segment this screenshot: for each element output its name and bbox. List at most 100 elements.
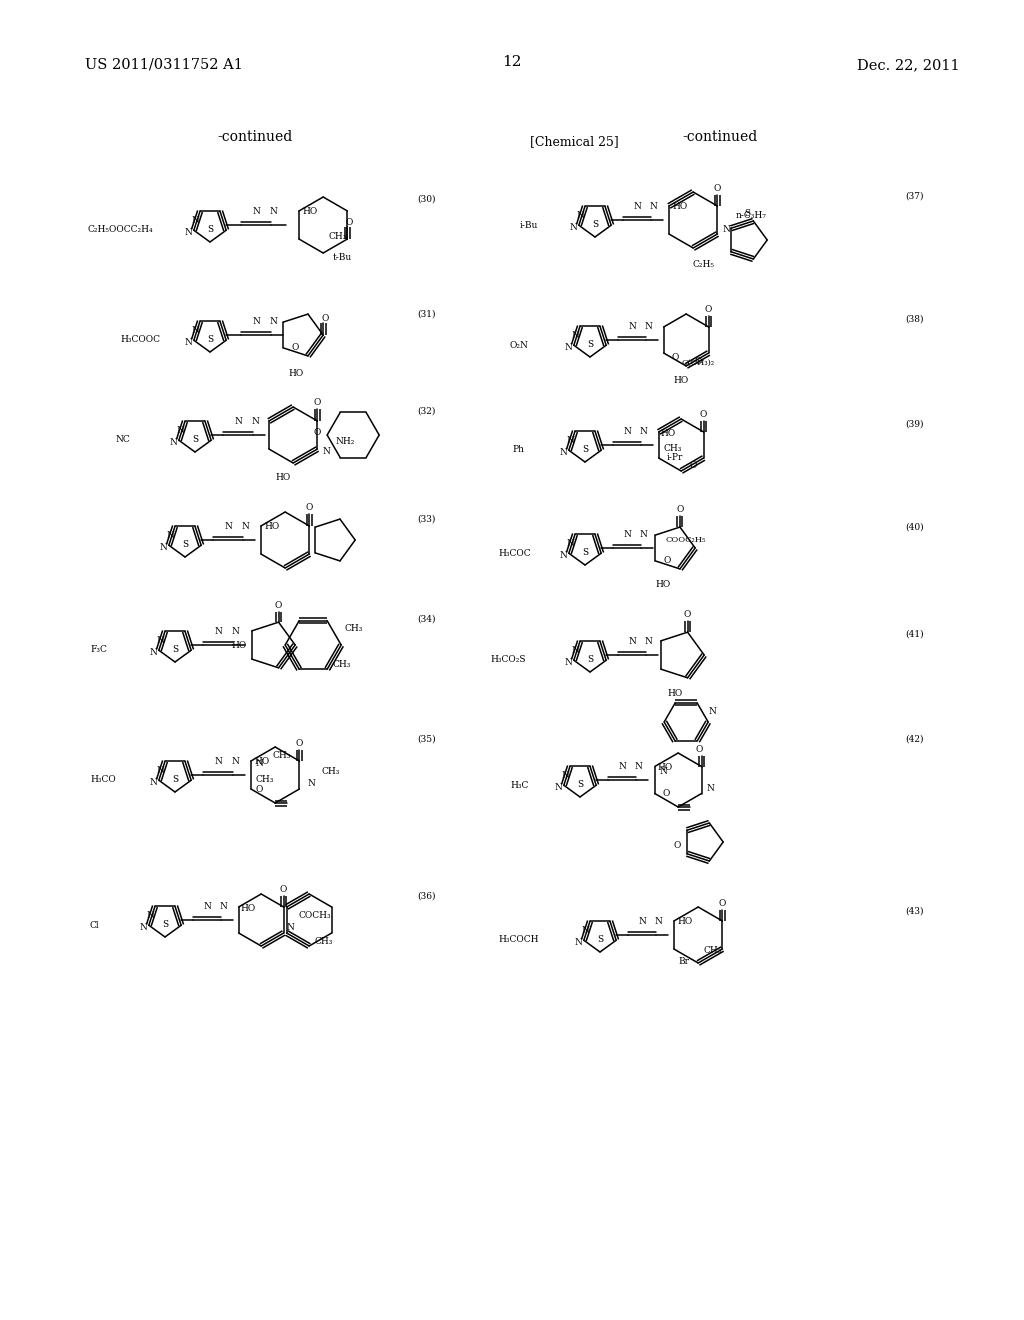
Text: N: N [709, 706, 716, 715]
Text: -continued: -continued [217, 129, 293, 144]
Text: Br: Br [679, 957, 690, 966]
Text: O: O [296, 739, 303, 748]
Text: O: O [292, 343, 299, 352]
Text: HO: HO [678, 917, 693, 927]
Text: COCH₃: COCH₃ [299, 911, 332, 920]
Text: N: N [618, 762, 626, 771]
Text: N: N [659, 767, 668, 776]
Text: N: N [560, 550, 568, 560]
Text: N: N [307, 780, 315, 788]
Text: -continued: -continued [682, 129, 758, 144]
Text: O: O [696, 744, 703, 754]
Text: (31): (31) [418, 310, 436, 319]
Text: (43): (43) [905, 907, 924, 916]
Text: F₃C: F₃C [90, 645, 106, 655]
Text: [Chemical 25]: [Chemical 25] [530, 135, 618, 148]
Text: i-Pr: i-Pr [667, 454, 683, 462]
Text: O: O [674, 841, 681, 850]
Text: S: S [587, 655, 593, 664]
Text: N: N [323, 447, 331, 457]
Text: N: N [644, 322, 652, 331]
Text: (35): (35) [418, 735, 436, 744]
Text: N: N [156, 766, 164, 775]
Text: N: N [633, 202, 641, 211]
Text: S: S [191, 436, 198, 444]
Text: O: O [664, 557, 671, 565]
Text: O: O [274, 601, 283, 610]
Text: CH₃: CH₃ [332, 660, 350, 669]
Text: N: N [722, 224, 730, 234]
Text: N: N [654, 917, 663, 927]
Text: N: N [156, 636, 164, 645]
Text: N: N [231, 627, 239, 636]
Text: HO: HO [255, 756, 270, 766]
Text: HO: HO [657, 763, 673, 772]
Text: (38): (38) [905, 315, 924, 323]
Text: HO: HO [289, 370, 304, 378]
Text: N: N [555, 783, 563, 792]
Text: HO: HO [241, 904, 256, 913]
Text: N: N [570, 223, 578, 232]
Text: i-Bu: i-Bu [520, 220, 539, 230]
Text: N: N [150, 648, 158, 657]
Text: HO: HO [655, 579, 671, 589]
Text: N: N [252, 317, 260, 326]
Text: O: O [313, 399, 322, 407]
Text: N: N [251, 417, 259, 426]
Text: N: N [140, 923, 147, 932]
Text: S: S [162, 920, 168, 929]
Text: N: N [639, 531, 647, 539]
Text: O: O [676, 506, 684, 513]
Text: N: N [561, 771, 569, 780]
Text: N: N [176, 426, 184, 436]
Text: (40): (40) [905, 523, 924, 532]
Text: S: S [582, 445, 588, 454]
Text: CH₃: CH₃ [314, 936, 333, 945]
Text: (34): (34) [418, 615, 436, 624]
Text: CH₃: CH₃ [273, 751, 291, 760]
Text: N: N [185, 338, 193, 347]
Text: N: N [649, 202, 657, 211]
Text: O₂N: O₂N [510, 341, 528, 350]
Text: HO: HO [265, 521, 281, 531]
Text: (36): (36) [418, 892, 436, 902]
Text: N: N [170, 438, 178, 446]
Text: (39): (39) [905, 420, 924, 429]
Text: N: N [571, 647, 579, 655]
Text: N: N [571, 331, 579, 341]
Text: O: O [705, 305, 713, 314]
Text: H₃COC: H₃COC [498, 549, 530, 557]
Text: S: S [597, 935, 603, 944]
Text: S: S [182, 540, 188, 549]
Text: N: N [624, 531, 631, 539]
Text: N: N [224, 521, 232, 531]
Text: O: O [684, 610, 691, 619]
Text: S: S [172, 645, 178, 653]
Text: Ph: Ph [512, 446, 524, 454]
Text: N: N [574, 937, 583, 946]
Text: N: N [185, 228, 193, 236]
Text: N: N [191, 326, 199, 335]
Text: (37): (37) [905, 191, 924, 201]
Text: NC: NC [115, 436, 130, 445]
Text: N: N [219, 902, 227, 911]
Text: Cl: Cl [90, 920, 99, 929]
Text: 12: 12 [502, 55, 522, 69]
Text: O: O [346, 218, 353, 227]
Text: Dec. 22, 2011: Dec. 22, 2011 [857, 58, 961, 73]
Text: O: O [322, 314, 329, 323]
Text: CH₃: CH₃ [256, 775, 274, 784]
Text: N: N [160, 543, 168, 552]
Text: H₃CO₂S: H₃CO₂S [490, 656, 525, 664]
Text: N: N [629, 322, 636, 331]
Text: O: O [313, 428, 322, 437]
Text: O: O [689, 462, 696, 470]
Text: S: S [744, 209, 751, 218]
Text: S: S [587, 341, 593, 348]
Text: N: N [269, 317, 278, 326]
Text: CH₃: CH₃ [344, 624, 362, 634]
Text: O: O [280, 884, 288, 894]
Text: N: N [166, 531, 174, 540]
Text: N: N [565, 657, 572, 667]
Text: H₃COOC: H₃COOC [120, 335, 160, 345]
